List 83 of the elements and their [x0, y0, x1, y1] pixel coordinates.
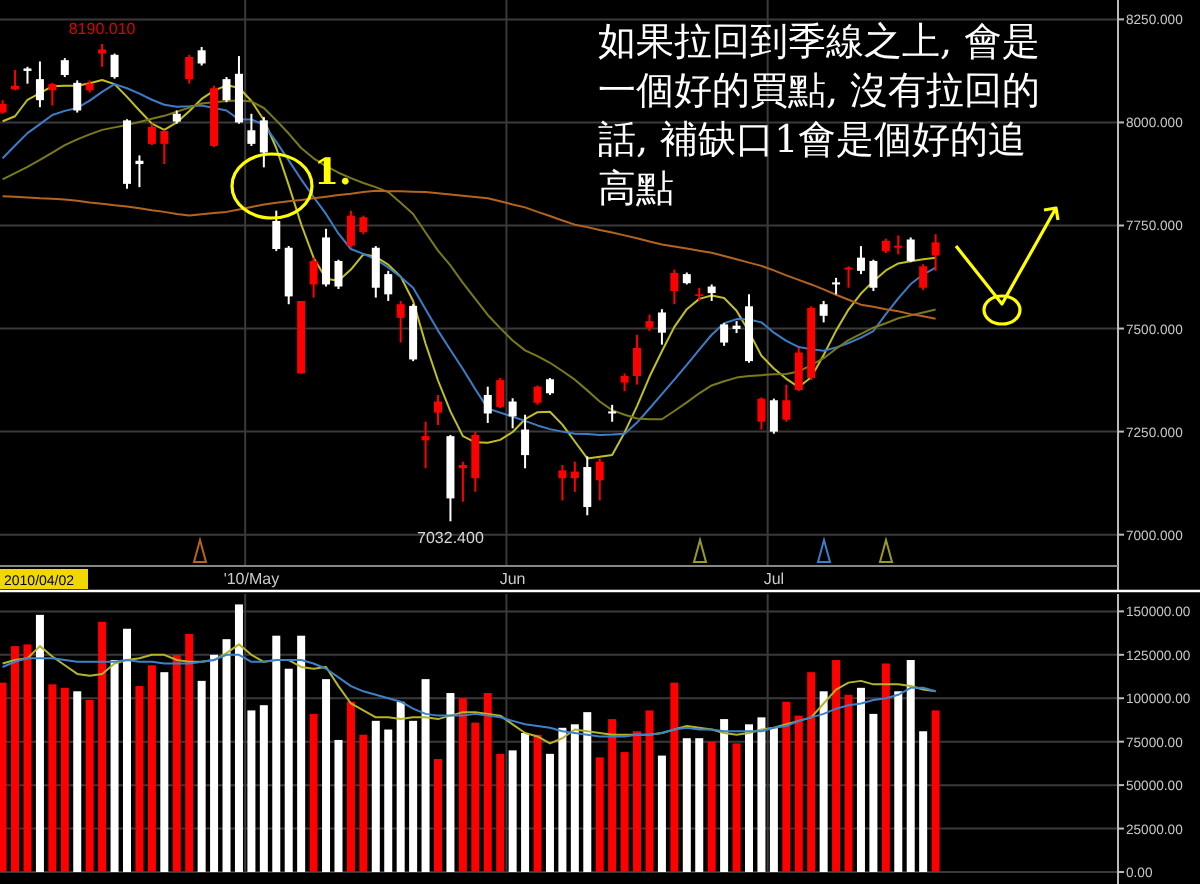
bar — [682, 738, 691, 872]
bar — [769, 727, 778, 872]
bar — [670, 682, 679, 872]
bar — [906, 660, 915, 872]
bar — [98, 621, 107, 872]
bar — [832, 660, 841, 872]
bar — [123, 628, 131, 872]
bar — [409, 720, 418, 872]
bar — [583, 712, 592, 872]
bar — [85, 699, 94, 872]
bar — [919, 731, 928, 872]
bar — [197, 680, 206, 872]
bar — [533, 734, 542, 872]
bar — [48, 684, 57, 872]
annotation: 8190.010 — [68, 20, 137, 39]
annotation: 7032.400 — [417, 529, 485, 548]
bar — [695, 738, 704, 872]
bar — [371, 720, 380, 872]
bar — [844, 694, 853, 872]
bar — [384, 729, 393, 872]
bar — [782, 701, 791, 872]
bar — [657, 755, 666, 872]
x-tick-label: '10/May — [223, 570, 280, 588]
bar — [620, 752, 629, 872]
bar — [247, 710, 256, 872]
bar — [309, 713, 318, 872]
bar — [346, 701, 355, 872]
bar — [633, 731, 642, 872]
bar — [446, 693, 455, 872]
bar — [23, 644, 32, 872]
bar — [185, 633, 194, 872]
bar — [396, 701, 405, 872]
bar — [819, 691, 828, 872]
bar — [732, 743, 741, 872]
bar — [60, 687, 69, 872]
bar — [757, 717, 766, 872]
bar — [707, 741, 716, 872]
bar — [147, 665, 156, 872]
bar — [794, 715, 803, 872]
bar — [359, 734, 368, 872]
bar — [608, 719, 617, 872]
annotation: 如果拉回到季線之上, 會是一個好的買點, 沒有拉回的話, 補缺口1會是個好的追高點 — [598, 20, 1041, 211]
bar — [259, 705, 268, 872]
bar — [881, 663, 890, 872]
bar — [894, 691, 903, 872]
x-tick-label: Jul — [763, 570, 785, 588]
bar — [558, 727, 567, 872]
bar — [334, 739, 343, 872]
bar — [595, 757, 604, 872]
x-tick-label: Jun — [499, 570, 526, 588]
bar — [110, 660, 119, 872]
bar — [0, 682, 7, 872]
bar — [234, 604, 243, 872]
bar — [645, 710, 654, 872]
bar — [160, 672, 169, 872]
bar — [856, 687, 865, 872]
bar — [471, 722, 480, 872]
bar — [434, 759, 442, 872]
bar — [508, 750, 517, 872]
bar — [11, 646, 20, 872]
bar — [284, 668, 293, 872]
bar — [931, 710, 940, 872]
bar — [745, 724, 753, 872]
bar — [172, 654, 181, 872]
bar — [222, 639, 231, 872]
bar — [35, 614, 44, 872]
bar — [322, 679, 331, 872]
bar — [570, 724, 579, 872]
bar — [545, 753, 554, 872]
bar — [496, 753, 505, 872]
bar — [135, 686, 144, 872]
bar — [297, 635, 306, 872]
bar — [483, 693, 492, 872]
bar — [869, 713, 878, 872]
bar — [521, 733, 530, 872]
bar — [720, 719, 729, 872]
bar — [807, 672, 816, 872]
annotation: 1. — [314, 152, 352, 194]
bar — [210, 654, 219, 872]
bar — [73, 691, 82, 872]
bar — [272, 635, 281, 872]
bar — [421, 679, 430, 872]
bar — [458, 698, 467, 872]
